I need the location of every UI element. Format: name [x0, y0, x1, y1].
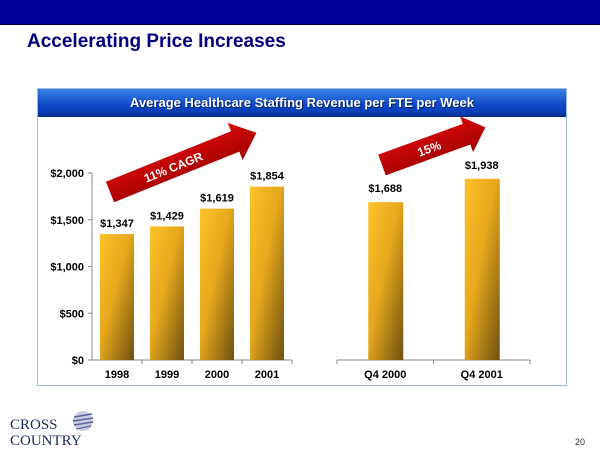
- cagr-arrow: 11% CAGR: [105, 122, 257, 203]
- x-tick-label: 1999: [155, 369, 179, 381]
- y-tick-label: $500: [60, 308, 84, 320]
- arrow-shape: [105, 122, 257, 203]
- x-tick-label: Q4 2001: [461, 369, 503, 381]
- globe-stripes-icon: [72, 411, 94, 431]
- growth-arrow: 15%: [378, 116, 486, 176]
- data-label: $1,938: [465, 160, 499, 172]
- y-tick-label: $1,000: [50, 262, 84, 274]
- bar: [464, 178, 500, 360]
- bar: [100, 234, 134, 360]
- y-tick-label: $2,000: [50, 168, 84, 180]
- x-tick-label: 2001: [255, 369, 279, 381]
- left-bar-chart: $0 $500 $1,000 $1,500 $2,000 $1,347 1998 $1,429…: [50, 122, 293, 381]
- bar: [368, 202, 404, 360]
- logo-line2: COUNTRY: [10, 433, 82, 449]
- bar: [200, 208, 234, 360]
- x-tick-label: 2000: [205, 369, 229, 381]
- bar: [150, 226, 184, 360]
- chart-title: Average Healthcare Staffing Revenue per …: [130, 95, 474, 110]
- y-tick-label: $0: [72, 355, 84, 367]
- arrow-shape: [378, 116, 486, 176]
- x-tick-label: Q4 2000: [364, 369, 406, 381]
- data-label: $1,619: [200, 193, 234, 205]
- bar: [250, 186, 284, 360]
- right-bar-chart: $1,688 Q4 2000 $1,938 Q4 2001 15%: [336, 116, 531, 381]
- chart-panel-header: Average Healthcare Staffing Revenue per …: [38, 89, 566, 117]
- top-banner: [0, 0, 600, 25]
- data-label: $1,854: [250, 171, 285, 183]
- x-tick-label: 1998: [105, 369, 129, 381]
- page-number: 20: [575, 437, 586, 447]
- logo-line1: CROSS: [10, 417, 58, 433]
- data-label: $1,429: [150, 210, 184, 222]
- slide-title: Accelerating Price Increases: [27, 31, 286, 52]
- data-label: $1,347: [100, 218, 134, 230]
- y-tick-label: $1,500: [50, 215, 84, 227]
- data-label: $1,688: [368, 183, 402, 195]
- cross-country-logo: CROSS COUNTRY: [10, 409, 120, 454]
